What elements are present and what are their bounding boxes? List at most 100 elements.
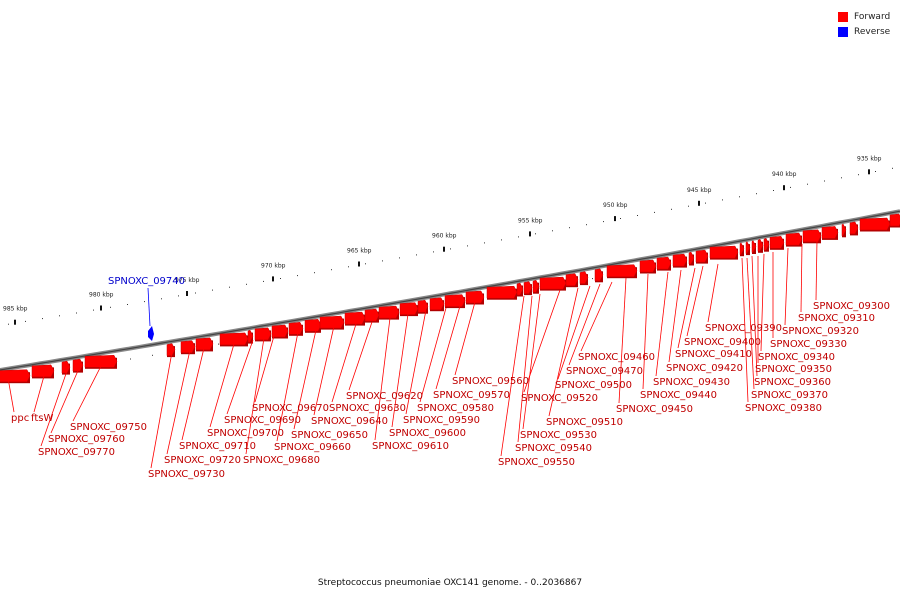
- forward-gene-label[interactable]: SPNOXC_09580: [417, 403, 494, 414]
- forward-gene-label[interactable]: SPNOXC_09400: [684, 337, 761, 348]
- forward-gene-label[interactable]: SPNOXC_09420: [666, 363, 743, 374]
- minor-tick: [790, 186, 791, 188]
- tick-label: 980 kbp: [89, 292, 114, 299]
- forward-gene-label[interactable]: SPNOXC_09360: [754, 377, 831, 388]
- forward-gene-label[interactable]: SPNOXC_09770: [38, 447, 115, 458]
- minor-tick: [212, 289, 213, 291]
- label-leader: [655, 271, 669, 377]
- forward-gene-label[interactable]: SPNOXC_09620: [346, 391, 423, 402]
- forward-gene: [247, 329, 254, 343]
- forward-gene-label[interactable]: ppc: [11, 413, 29, 424]
- forward-gene-label[interactable]: SPNOXC_09570: [433, 390, 510, 401]
- major-tick: [358, 261, 360, 267]
- forward-gene: [709, 245, 739, 259]
- tick-label: 965 kbp: [347, 248, 372, 255]
- label-leader: [500, 295, 525, 457]
- major-tick: [783, 185, 785, 191]
- label-leader: [568, 283, 601, 366]
- forward-gene-label[interactable]: SPNOXC_09350: [755, 364, 832, 375]
- forward-gene: [757, 238, 764, 252]
- forward-gene-label[interactable]: SPNOXC_09590: [403, 415, 480, 426]
- reverse-gene-label[interactable]: SPNOXC_09740: [108, 276, 185, 287]
- minor-tick: [42, 318, 43, 320]
- forward-gene: [695, 249, 709, 263]
- forward-gene-label[interactable]: SPNOXC_09700: [207, 428, 284, 439]
- minor-tick: [552, 230, 553, 232]
- tick-label: 945 kbp: [687, 187, 712, 194]
- forward-gene-label[interactable]: SPNOXC_09470: [566, 366, 643, 377]
- minor-tick: [331, 269, 332, 271]
- forward-gene: [821, 226, 839, 239]
- forward-gene-label[interactable]: SPNOXC_09670: [252, 403, 329, 414]
- major-tick: [443, 246, 445, 252]
- forward-gene-label[interactable]: SPNOXC_09340: [758, 352, 835, 363]
- forward-gene-label[interactable]: SPNOXC_09450: [616, 404, 693, 415]
- minor-tick: [399, 257, 400, 259]
- forward-gene-label[interactable]: SPNOXC_09310: [798, 313, 875, 324]
- forward-gene-label[interactable]: SPNOXC_09720: [164, 455, 241, 466]
- forward-gene: [399, 302, 419, 315]
- forward-gene-label[interactable]: SPNOXC_09320: [782, 326, 859, 337]
- forward-gene-label[interactable]: SPNOXC_09550: [498, 457, 575, 468]
- forward-gene-label[interactable]: SPNOXC_09540: [515, 443, 592, 454]
- forward-gene: [672, 253, 688, 267]
- forward-gene: [565, 273, 579, 286]
- forward-gene: [859, 217, 891, 231]
- minor-tick: [314, 272, 315, 274]
- forward-gene-label[interactable]: SPNOXC_09650: [291, 430, 368, 441]
- forward-gene-label[interactable]: SPNOXC_09380: [745, 403, 822, 414]
- forward-gene-label[interactable]: SPNOXC_09610: [372, 441, 449, 452]
- forward-gene: [319, 315, 345, 329]
- minor-tick: [841, 177, 842, 179]
- label-leader: [72, 363, 103, 422]
- forward-gene-label[interactable]: SPNOXC_09510: [546, 417, 623, 428]
- forward-gene-label[interactable]: SPNOXC_09330: [770, 339, 847, 350]
- forward-gene-label[interactable]: SPNOXC_09500: [555, 380, 632, 391]
- forward-gene-label[interactable]: SPNOXC_09300: [813, 301, 890, 312]
- inner-tick: [592, 278, 593, 280]
- legend-reverse-label: Reverse: [854, 26, 891, 37]
- label-leader: [557, 285, 591, 380]
- reverse-gene: [148, 326, 154, 341]
- forward-gene-label[interactable]: SPNOXC_09600: [389, 428, 466, 439]
- legend-forward: Forward: [838, 9, 890, 24]
- label-leader: [618, 277, 627, 404]
- major-tick: [868, 169, 870, 175]
- minor-tick: [773, 190, 774, 191]
- forward-gene: [688, 251, 695, 265]
- forward-gene: [579, 271, 589, 284]
- forward-gene-label[interactable]: SPNOXC_09520: [521, 393, 598, 404]
- forward-gene-label[interactable]: SPNOXC_09750: [70, 422, 147, 433]
- forward-gene-label[interactable]: SPNOXC_09710: [179, 441, 256, 452]
- forward-gene-label[interactable]: ftsW: [31, 413, 53, 424]
- forward-gene-label[interactable]: SPNOXC_09430: [653, 377, 730, 388]
- forward-gene-label[interactable]: SPNOXC_09530: [520, 430, 597, 441]
- label-leader: [784, 247, 789, 326]
- forward-gene: [769, 236, 785, 249]
- forward-gene-label[interactable]: SPNOXC_09690: [224, 415, 301, 426]
- tick-label: 985 kbp: [3, 306, 28, 313]
- forward-gene-label[interactable]: SPNOXC_09630: [329, 403, 406, 414]
- forward-gene-label[interactable]: SPNOXC_09730: [148, 469, 225, 480]
- forward-gene-label[interactable]: SPNOXC_09370: [751, 390, 828, 401]
- forward-gene-label[interactable]: SPNOXC_09410: [675, 349, 752, 360]
- forward-gene-label[interactable]: SPNOXC_09680: [243, 455, 320, 466]
- label-leader: [50, 365, 81, 434]
- label-leader: [741, 257, 749, 403]
- forward-gene-label[interactable]: SPNOXC_09560: [452, 376, 529, 387]
- forward-gene: [166, 343, 176, 356]
- forward-gene: [516, 282, 524, 296]
- forward-gene-label[interactable]: SPNOXC_09390: [705, 323, 782, 334]
- minor-tick: [705, 202, 706, 204]
- backbone-line: [0, 210, 900, 371]
- forward-gene-label[interactable]: SPNOXC_09660: [274, 442, 351, 453]
- forward-gene-label[interactable]: SPNOXC_09760: [48, 434, 125, 445]
- forward-gene-label[interactable]: SPNOXC_09440: [640, 390, 717, 401]
- label-leader: [348, 321, 373, 391]
- tick-layer: 935 kbp 940 kbp 945 kbp 950 kbp 955 kbp 960 k…: [3, 155, 893, 378]
- minor-tick: [671, 208, 672, 210]
- label-leader: [254, 335, 275, 403]
- forward-gene-label[interactable]: SPNOXC_09460: [578, 352, 655, 363]
- forward-gene-label[interactable]: SPNOXC_09640: [311, 416, 388, 427]
